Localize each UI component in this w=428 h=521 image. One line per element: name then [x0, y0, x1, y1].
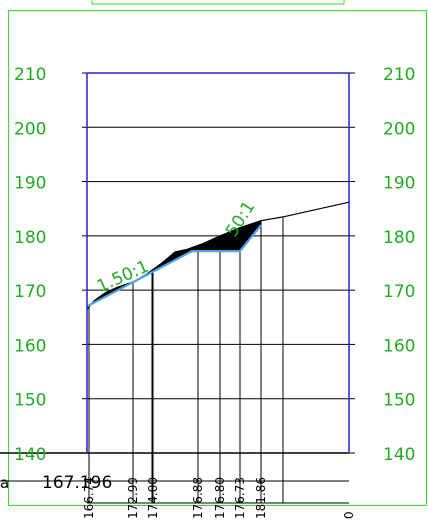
- y-tick-right-200: 200: [383, 119, 415, 139]
- viewport-frame: [8, 10, 427, 506]
- design-line: [86, 224, 262, 308]
- grid: [0, 72, 355, 504]
- station-table: a 167.196: [0, 473, 112, 493]
- y-tick-right-150: 150: [383, 391, 415, 411]
- profile-lines: [86, 201, 350, 310]
- station-label-5: 176.73: [233, 477, 247, 519]
- y-tick-right-140: 140: [383, 445, 415, 465]
- y-tick-right-160: 160: [383, 336, 415, 356]
- y-tick-labels: 140 140 150 150 160 160 170 170 180 180 190 190 200 2…: [14, 65, 415, 465]
- station-label-4: 176.80: [213, 477, 227, 519]
- top-panel-edge: [91, 0, 345, 5]
- slope-label-0: 1.50:1: [94, 257, 152, 297]
- y-tick-right-170: 170: [383, 282, 415, 302]
- station-label-7: 0: [342, 511, 356, 519]
- axes: [86, 72, 350, 453]
- y-tick-right-190: 190: [383, 174, 415, 194]
- station-label-2: 174.00: [146, 477, 160, 519]
- y-tick-left-180: 180: [14, 228, 46, 248]
- station-label-3: 176.88: [191, 477, 205, 519]
- row-label: a: [0, 474, 9, 492]
- station-labels: 166.74 172.99 174.00 176.88 176.80 176.73 181.…: [82, 477, 356, 519]
- ground-line: [86, 201, 350, 310]
- y-tick-left-140: 140: [14, 445, 46, 465]
- y-tick-left-210: 210: [14, 65, 46, 85]
- y-tick-left-150: 150: [14, 391, 46, 411]
- y-tick-left-160: 160: [14, 336, 46, 356]
- y-tick-right-210: 210: [383, 65, 415, 85]
- station-label-1: 172.99: [126, 477, 140, 519]
- y-tick-left-170: 170: [14, 282, 46, 302]
- station-label-0: 166.74: [82, 477, 96, 519]
- row-value: 167.196: [42, 473, 112, 493]
- y-tick-left-200: 200: [14, 119, 46, 139]
- y-tick-right-180: 180: [383, 228, 415, 248]
- station-label-6: 181.86: [254, 477, 268, 519]
- y-tick-left-190: 190: [14, 174, 46, 194]
